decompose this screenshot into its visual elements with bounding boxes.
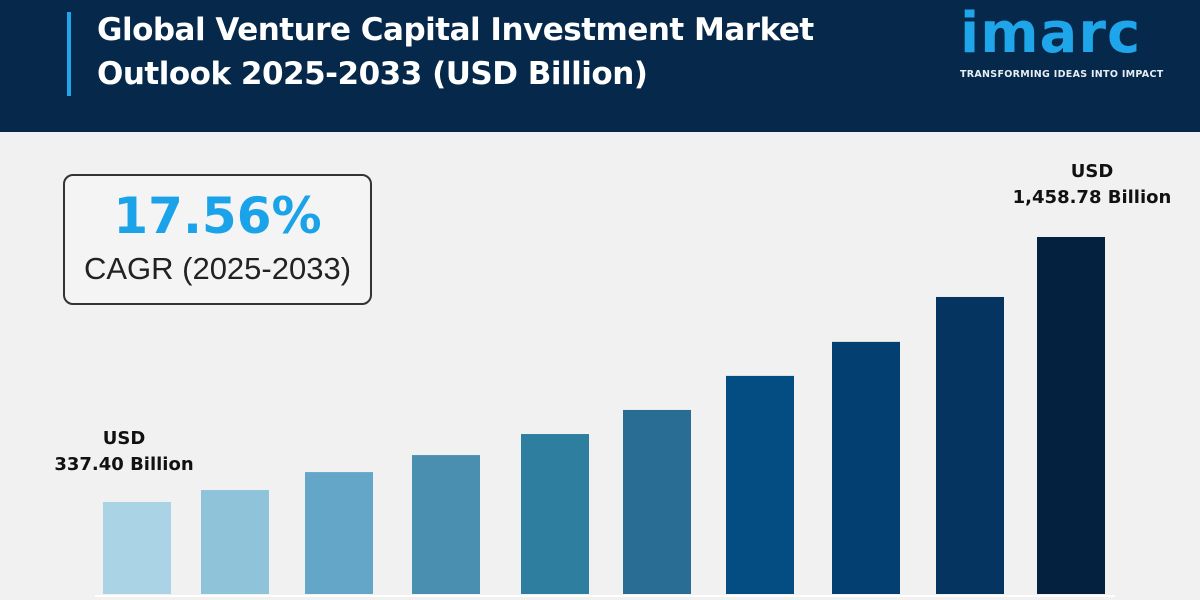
data-label-9-line1: USD: [1071, 161, 1114, 182]
bar-6: [726, 375, 794, 594]
bar-2: [305, 472, 373, 594]
header: Global Venture Capital Investment Market…: [0, 0, 1200, 132]
page-title: Global Venture Capital Investment Market…: [97, 8, 814, 96]
logo-tagline: TRANSFORMING IDEAS INTO IMPACT: [960, 69, 1164, 80]
bar-9: [1037, 237, 1105, 594]
logo-word: imarc: [960, 1, 1142, 66]
bar-1: [201, 490, 269, 594]
title-line-1: Global Venture Capital Investment Market: [97, 12, 814, 48]
cagr-value: 17.56%: [113, 187, 322, 245]
bar-5: [623, 409, 691, 594]
data-label-0-line1: USD: [103, 428, 146, 449]
cagr-label: CAGR (2025-2033): [83, 251, 352, 286]
title-line-2: Outlook 2025-2033 (USD Billion): [97, 56, 648, 92]
bar-7: [832, 341, 900, 594]
bar-3: [412, 455, 480, 594]
bar-8: [936, 296, 1004, 594]
bar-0: [103, 502, 171, 594]
data-label-0-line2: 337.40 Billion: [54, 454, 193, 475]
title-accent-bar: [67, 12, 71, 96]
bar-4: [521, 434, 589, 594]
data-label-9-line2: 1,458.78 Billion: [1013, 187, 1172, 208]
imarc-logo: imarc TRANSFORMING IDEAS INTO IMPACT: [960, 0, 1190, 82]
cagr-box: 17.56% CAGR (2025-2033): [63, 174, 372, 305]
